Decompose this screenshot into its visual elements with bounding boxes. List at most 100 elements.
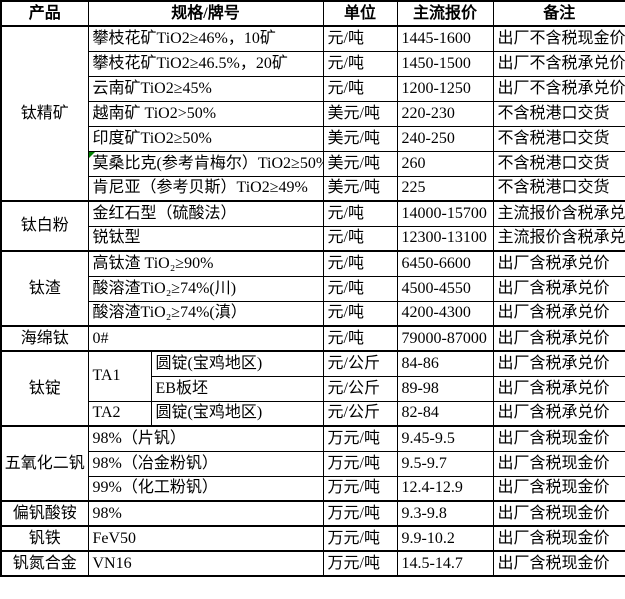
note-cell: 出厂含税现金价 <box>492 550 625 577</box>
spec-grade-cell: TA1 <box>87 350 152 402</box>
price-cell: 1445-1600 <box>396 25 494 52</box>
note-cell: 出厂含税承兑价 <box>492 375 625 402</box>
unit-cell: 美元/吨 <box>322 100 398 127</box>
price-cell: 4200-4300 <box>396 300 494 327</box>
table-row: 钛精矿 攀枝花矿TiO2≥46%，10矿 元/吨 1445-1600 出厂不含税现金价 <box>0 25 625 202</box>
header-unit: 单位 <box>322 0 398 27</box>
note-cell: 出厂含税现金价 <box>492 475 625 502</box>
table-row: TA2 圆锭(宝鸡地区) 元/公斤 82-84 出厂含税承兑价 <box>1 400 625 427</box>
unit-cell: 万元/吨 <box>322 525 398 552</box>
price-cell: 225 <box>396 175 494 202</box>
spec-cell: 云南矿TiO2≥45% <box>87 75 324 102</box>
table-row: 印度矿TiO2≥50% 美元/吨 240-250 不含税港口交货 <box>1 125 625 152</box>
price-cell: 79000-87000 <box>396 325 494 352</box>
table-row: EB板坯 元/公斤 89-98 出厂含税承兑价 <box>1 375 625 402</box>
unit-cell: 美元/吨 <box>322 175 398 202</box>
spec-cell: 肯尼亚（参考贝斯）TiO2≥49% <box>87 175 324 202</box>
unit-cell: 万元/吨 <box>322 500 398 527</box>
price-cell: 14.5-14.7 <box>396 550 494 577</box>
unit-cell: 万元/吨 <box>322 550 398 577</box>
table-row: 云南矿TiO2≥45% 元/吨 1200-1250 出厂不含税承兑价 <box>1 75 625 102</box>
spec-cell: 锐钛型 <box>87 225 324 252</box>
unit-cell: 元/吨 <box>322 325 398 352</box>
spec-grade-cell: TA2 <box>87 400 152 427</box>
table-row: 99%（化工粉钒） 万元/吨 12.4-12.9 出厂含税现金价 <box>1 475 625 502</box>
header-product: 产品 <box>0 0 89 27</box>
unit-cell: 元/吨 <box>322 250 398 277</box>
spec-cell: 莫桑比克(参考肯梅尔）TiO2≥50% <box>87 150 324 177</box>
price-cell: 9.5-9.7 <box>396 450 494 477</box>
spec-cell: 金红石型（硫酸法） <box>87 200 324 227</box>
price-cell: 9.45-9.5 <box>396 425 494 452</box>
price-cell: 240-250 <box>396 125 494 152</box>
product-cell: 海绵钛 <box>0 325 89 352</box>
spec-detail-cell: EB板坯 <box>150 375 324 402</box>
price-table: 产品 规格/牌号 单位 主流报价 备注 钛精矿 攀枝花矿TiO2≥46%，10矿元… <box>0 0 625 577</box>
table-body: 钛精矿 攀枝花矿TiO2≥46%，10矿 元/吨 1445-1600 出厂不含税现金价攀… <box>0 25 625 577</box>
note-cell: 不含税港口交货 <box>492 100 625 127</box>
price-cell: 12300-13100 <box>396 225 494 252</box>
product-cell: 钒氮合金 <box>0 550 89 577</box>
spec-detail-cell: 圆锭(宝鸡地区) <box>150 350 324 377</box>
header-price: 主流报价 <box>396 0 494 27</box>
unit-cell: 万元/吨 <box>322 475 398 502</box>
table-row: 越南矿 TiO2>50% 美元/吨 220-230 不含税港口交货 <box>1 100 625 127</box>
spec-cell: FeV50 <box>87 525 324 552</box>
product-cell: 偏钒酸铵 <box>0 500 89 527</box>
price-cell: 1450-1500 <box>396 50 494 77</box>
table-row: 五氧化二钒 98%（片钒） 万元/吨 9.45-9.5 出厂含税现金价 <box>0 425 625 502</box>
spec-cell: VN16 <box>87 550 324 577</box>
product-cell: 钛渣 <box>0 250 89 327</box>
product-cell: 钛锭 <box>0 350 89 427</box>
note-cell: 出厂含税现金价 <box>492 500 625 527</box>
note-cell: 出厂含税承兑价 <box>492 325 625 352</box>
price-cell: 9.3-9.8 <box>396 500 494 527</box>
header-note: 备注 <box>492 0 625 27</box>
note-cell: 不含税港口交货 <box>492 175 625 202</box>
note-cell: 主流报价含税承兑 <box>492 225 625 252</box>
spec-text: 莫桑比克(参考肯梅尔）TiO2≥50% <box>92 154 324 172</box>
unit-cell: 元/公斤 <box>322 400 398 427</box>
note-cell: 出厂不含税承兑价 <box>492 50 625 77</box>
price-cell: 220-230 <box>396 100 494 127</box>
spec-cell: 98%（冶金粉钒） <box>87 450 324 477</box>
table-row: 莫桑比克(参考肯梅尔）TiO2≥50% 美元/吨 260 不含税港口交货 <box>1 150 625 177</box>
table-row: 钒铁 FeV50 万元/吨 9.9-10.2 出厂含税现金价 <box>0 525 625 552</box>
spec-cell: 酸溶渣TiO₂≥74%(川) <box>87 275 324 302</box>
note-cell: 出厂含税现金价 <box>492 425 625 452</box>
unit-cell: 元/吨 <box>322 25 398 52</box>
table-row: 偏钒酸铵 98% 万元/吨 9.3-9.8 出厂含税现金价 <box>0 500 625 527</box>
table-row: 酸溶渣TiO₂≥74%(滇） 元/吨 4200-4300 出厂含税承兑价 <box>1 300 625 327</box>
note-cell: 出厂含税现金价 <box>492 525 625 552</box>
unit-cell: 美元/吨 <box>322 150 398 177</box>
unit-cell: 元/吨 <box>322 300 398 327</box>
price-cell: 9.9-10.2 <box>396 525 494 552</box>
price-cell: 82-84 <box>396 400 494 427</box>
table-row: 钛渣 高钛渣 TiO₂≥90% 元/吨 6450-6600 出厂含税承兑价 <box>0 250 625 327</box>
spec-cell: 99%（化工粉钒） <box>87 475 324 502</box>
unit-cell: 元/吨 <box>322 200 398 227</box>
unit-cell: 美元/吨 <box>322 125 398 152</box>
unit-cell: 元/吨 <box>322 75 398 102</box>
spec-detail-cell: 圆锭(宝鸡地区) <box>150 400 324 427</box>
note-cell: 出厂含税承兑价 <box>492 275 625 302</box>
spec-cell: 0# <box>87 325 324 352</box>
unit-cell: 元/吨 <box>322 275 398 302</box>
note-cell: 出厂不含税现金价 <box>492 25 625 52</box>
price-cell: 84-86 <box>396 350 494 377</box>
price-cell: 12.4-12.9 <box>396 475 494 502</box>
price-cell: 89-98 <box>396 375 494 402</box>
table-row: 锐钛型 元/吨 12300-13100 主流报价含税承兑 <box>1 225 625 252</box>
spec-cell: 攀枝花矿TiO2≥46%，10矿 <box>87 25 324 52</box>
unit-cell: 元/公斤 <box>322 350 398 377</box>
product-cell: 五氧化二钒 <box>0 425 89 502</box>
table-row: 钒氮合金 VN16 万元/吨 14.5-14.7 出厂含税现金价 <box>0 550 625 577</box>
table-row: 钛白粉 金红石型（硫酸法） 元/吨 14000-15700 主流报价含税承兑 <box>0 200 625 252</box>
price-cell: 6450-6600 <box>396 250 494 277</box>
spec-cell: 酸溶渣TiO₂≥74%(滇） <box>87 300 324 327</box>
unit-cell: 万元/吨 <box>322 450 398 477</box>
spec-cell: 98% <box>87 500 324 527</box>
spec-cell: 98%（片钒） <box>87 425 324 452</box>
table-row: 钛锭 TA1 圆锭(宝鸡地区) 元/公斤 84-86 出厂含税承兑价 <box>0 350 625 427</box>
unit-cell: 万元/吨 <box>322 425 398 452</box>
